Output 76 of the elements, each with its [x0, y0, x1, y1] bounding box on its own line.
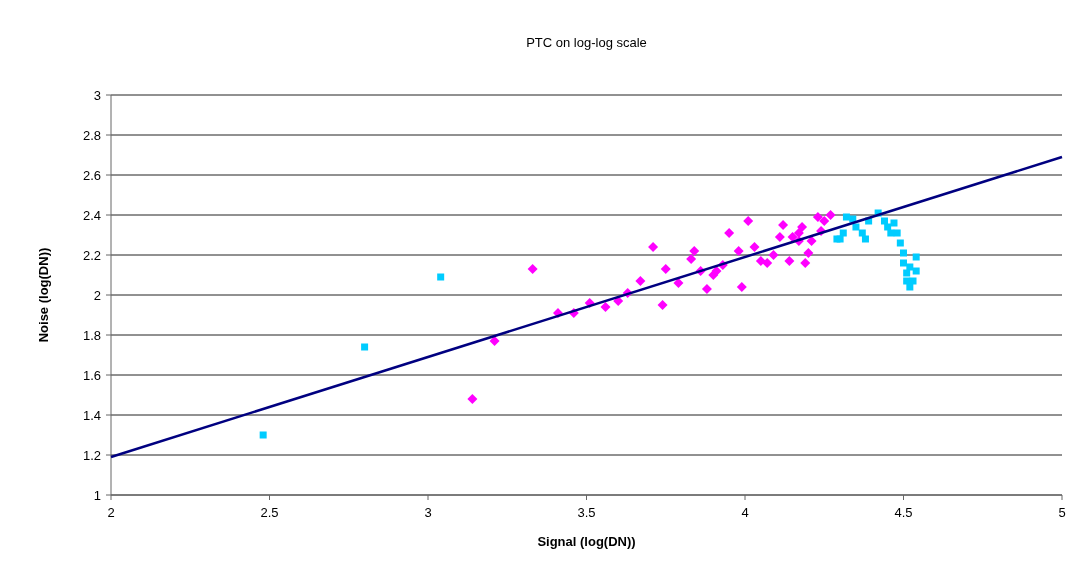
point — [749, 242, 760, 252]
y-tick-label: 2.2 — [82, 247, 101, 263]
point — [768, 250, 779, 260]
point — [724, 228, 735, 238]
point — [701, 284, 712, 294]
point — [903, 277, 911, 285]
x-tick-label: 3.5 — [577, 505, 596, 520]
point — [800, 258, 811, 268]
point — [852, 223, 860, 231]
point — [900, 259, 907, 267]
x-tick-label: 4.5 — [894, 505, 913, 520]
y-tick-label: 1.2 — [82, 447, 101, 463]
point — [660, 264, 671, 274]
point — [912, 253, 920, 261]
point — [648, 242, 659, 252]
point — [812, 212, 823, 222]
point — [657, 300, 668, 310]
point — [774, 232, 785, 242]
point — [736, 282, 747, 292]
point — [259, 431, 267, 439]
point — [755, 256, 766, 266]
y-tick-label: 1.8 — [82, 327, 101, 343]
x-tick-label: 5 — [1058, 505, 1066, 520]
x-tick-label: 3 — [424, 505, 432, 520]
point — [600, 302, 611, 312]
x-tick-label: 2.5 — [260, 505, 279, 520]
point — [900, 249, 907, 257]
point — [803, 248, 814, 258]
point — [912, 267, 920, 275]
x-axis-title: Signal (log(DN)) — [537, 534, 636, 549]
point — [686, 254, 697, 264]
point — [839, 229, 847, 237]
y-tick-label: 2 — [93, 287, 101, 303]
point — [890, 219, 898, 227]
point — [635, 276, 646, 286]
y-tick-label: 2.8 — [82, 127, 101, 143]
point — [711, 266, 722, 276]
point — [467, 394, 478, 404]
point — [797, 222, 808, 232]
point — [880, 217, 888, 225]
y-tick-label: 2.6 — [82, 167, 101, 183]
point — [896, 239, 904, 247]
point — [489, 336, 500, 346]
point — [673, 278, 684, 288]
y-tick-label: 3 — [93, 87, 101, 103]
x-tick-label: 4 — [741, 505, 749, 520]
point — [842, 213, 850, 221]
y-tick-label: 2.4 — [82, 207, 101, 223]
point — [825, 210, 836, 220]
y-tick-label: 1.4 — [82, 407, 101, 423]
y-tick-label: 1.6 — [82, 367, 101, 383]
point — [893, 229, 901, 237]
point — [793, 228, 804, 238]
point — [527, 264, 538, 274]
point — [689, 246, 700, 256]
point — [887, 229, 895, 237]
point — [778, 220, 789, 230]
point — [903, 269, 911, 277]
point — [784, 256, 795, 266]
point — [906, 283, 914, 291]
point — [361, 343, 369, 351]
point — [819, 216, 830, 226]
chart-title: PTC on log-log scale — [526, 35, 647, 50]
point — [762, 258, 773, 268]
point — [909, 277, 917, 285]
y-axis-title: Noise (log(DN)) — [36, 247, 51, 343]
point — [861, 235, 869, 243]
point — [806, 236, 817, 246]
point — [906, 263, 914, 271]
point — [437, 273, 445, 281]
point — [743, 216, 754, 226]
x-tick-label: 2 — [107, 505, 115, 520]
point — [787, 232, 798, 242]
point — [733, 246, 744, 256]
y-tick-label: 1 — [93, 487, 101, 503]
point — [858, 229, 866, 237]
